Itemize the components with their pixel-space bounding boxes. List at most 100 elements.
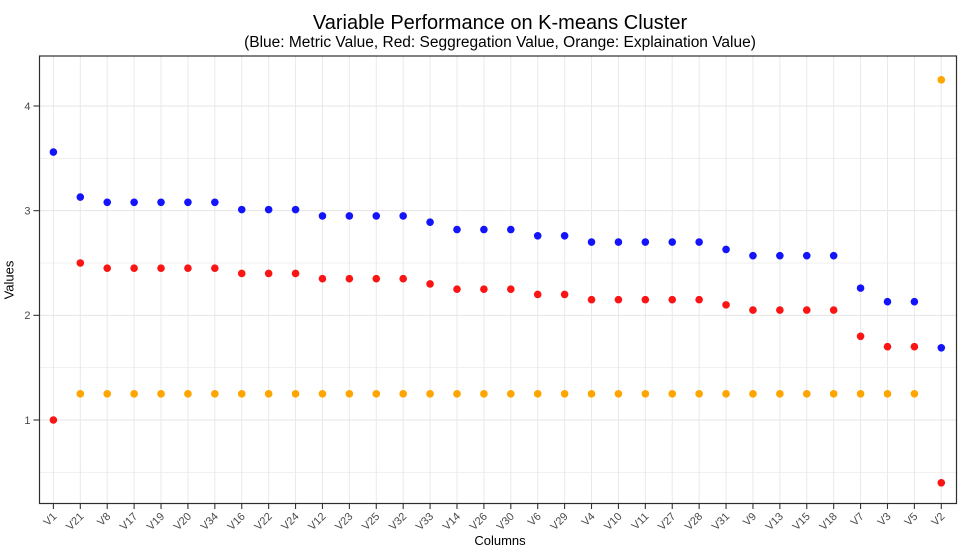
- x-tick-label: V8: [95, 511, 113, 529]
- data-point: [426, 218, 434, 226]
- x-tick-label: V23: [333, 511, 355, 533]
- data-point: [614, 238, 623, 246]
- data-point: [184, 198, 192, 207]
- data-point: [130, 198, 138, 207]
- x-tick-label: V11: [630, 511, 652, 533]
- data-point: [291, 269, 300, 278]
- data-point: [103, 264, 112, 273]
- data-point: [49, 148, 58, 156]
- x-axis-title: Columns: [474, 533, 526, 548]
- data-point: [291, 390, 300, 398]
- data-point: [76, 193, 85, 201]
- data-point: [802, 251, 811, 260]
- data-point: [345, 390, 354, 398]
- x-tick-label: V20: [172, 511, 194, 533]
- x-tick-label: V33: [414, 511, 436, 533]
- data-point: [211, 264, 219, 273]
- data-point: [211, 390, 219, 398]
- data-point: [157, 264, 165, 273]
- data-point: [560, 290, 569, 299]
- data-point: [76, 259, 85, 267]
- data-point: [587, 238, 596, 246]
- data-point: [829, 390, 838, 398]
- data-point: [641, 390, 650, 398]
- data-point: [399, 390, 407, 398]
- data-point: [856, 390, 865, 398]
- x-tick-label: V34: [199, 511, 221, 533]
- x-tick-label: V24: [279, 511, 301, 533]
- y-tick-label: 1: [24, 415, 30, 427]
- data-point: [157, 198, 165, 207]
- series-seggregation-value: [49, 259, 946, 487]
- data-point: [883, 297, 892, 306]
- data-point: [157, 390, 165, 398]
- data-point: [641, 295, 650, 304]
- x-tick-label: V28: [683, 511, 705, 533]
- data-point: [802, 306, 811, 314]
- data-point: [695, 238, 703, 246]
- data-point: [130, 264, 138, 273]
- data-point: [237, 205, 246, 214]
- x-tick-label: V7: [849, 511, 867, 529]
- x-tick-label: V21: [64, 511, 86, 533]
- data-point: [614, 295, 623, 304]
- data-point: [372, 212, 381, 220]
- data-point: [507, 285, 515, 293]
- data-point: [776, 251, 784, 260]
- data-point: [533, 231, 542, 240]
- data-point: [668, 238, 677, 246]
- grid: [39, 56, 957, 504]
- data-point: [372, 390, 381, 398]
- y-tick-label: 2: [24, 310, 30, 322]
- data-point: [453, 285, 461, 293]
- data-point: [184, 390, 192, 398]
- data-point: [560, 231, 569, 240]
- data-point: [776, 390, 784, 398]
- data-point: [937, 76, 946, 84]
- data-point: [749, 251, 757, 260]
- data-point: [76, 390, 85, 398]
- x-tick-label: V17: [118, 511, 140, 533]
- data-point: [318, 390, 327, 398]
- data-point: [641, 238, 650, 246]
- x-tick-label: V4: [580, 511, 598, 529]
- data-point: [264, 205, 273, 214]
- data-point: [507, 390, 515, 398]
- data-point: [883, 342, 892, 351]
- x-tick-label: V15: [791, 511, 813, 533]
- panel-border: [38, 55, 958, 505]
- data-point: [453, 390, 461, 398]
- data-point: [722, 301, 730, 309]
- data-point: [318, 212, 327, 220]
- x-tick-label: V26: [468, 511, 490, 533]
- data-point: [856, 332, 865, 341]
- x-tick-label: V27: [656, 511, 678, 533]
- data-point: [856, 284, 865, 292]
- data-point: [668, 295, 677, 304]
- data-point: [103, 390, 112, 398]
- data-point: [264, 269, 273, 278]
- data-point: [237, 390, 246, 398]
- data-point: [264, 390, 273, 398]
- data-point: [910, 342, 919, 351]
- data-point: [749, 306, 757, 314]
- data-point: [184, 264, 192, 273]
- data-point: [829, 306, 838, 314]
- x-tick-label: V2: [929, 511, 947, 529]
- data-point: [345, 212, 354, 220]
- data-point: [560, 390, 569, 398]
- data-point: [237, 269, 246, 278]
- x-tick-label: V10: [602, 511, 624, 533]
- data-point: [695, 295, 703, 304]
- series-explaination-value: [76, 76, 946, 398]
- x-tick-label: V32: [387, 511, 409, 533]
- data-point: [910, 297, 919, 306]
- data-point: [372, 274, 381, 283]
- x-tick-label: V18: [817, 511, 839, 533]
- data-point: [291, 205, 300, 214]
- x-tick-label: V25: [360, 511, 382, 533]
- data-point: [103, 198, 112, 207]
- data-point: [211, 198, 219, 207]
